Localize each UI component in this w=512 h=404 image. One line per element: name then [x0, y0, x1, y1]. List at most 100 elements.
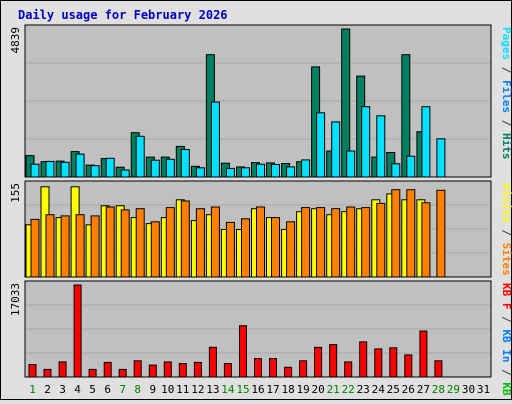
bar-kb-f-day-16 — [254, 358, 262, 378]
bar-files-day-12 — [195, 167, 205, 178]
bar-hits-day-26 — [401, 54, 411, 178]
x-tick-day-7: 7 — [119, 383, 126, 396]
bar-files-day-19 — [301, 159, 311, 178]
x-tick-day-2: 2 — [44, 383, 51, 396]
bar-sites-day-11 — [180, 200, 190, 278]
bar-files-day-1 — [30, 163, 40, 178]
x-tick-day-6: 6 — [104, 383, 111, 396]
bar-sites-day-17 — [271, 217, 280, 278]
bar-sites-day-26 — [406, 189, 416, 278]
bar-kb-f-day-27 — [419, 330, 428, 378]
bar-kb-f-day-2 — [43, 368, 52, 378]
bar-sites-day-10 — [165, 207, 175, 278]
bar-files-day-23 — [361, 106, 371, 178]
bar-kb-f-day-28 — [434, 360, 443, 378]
bar-sites-day-4 — [75, 214, 85, 278]
bar-kb-f-day-18 — [284, 366, 293, 378]
panel-kb-in-out: 17033 KB F / KB In / KB Out — [9, 280, 512, 404]
bar-kb-f-day-19 — [299, 360, 308, 378]
x-tick-day-16: 16 — [251, 383, 264, 396]
x-tick-day-18: 18 — [281, 383, 294, 396]
bar-kb-f-day-7 — [118, 368, 127, 378]
bar-kb-f-day-22 — [344, 361, 353, 378]
bar-sites-day-12 — [195, 208, 205, 278]
panel-legend: Visits / Sites — [500, 183, 512, 276]
bar-files-day-2 — [45, 160, 55, 178]
bar-kb-f-day-9 — [148, 364, 157, 378]
legend-part: / — [500, 60, 512, 80]
x-tick-day-20: 20 — [311, 383, 324, 396]
bar-sites-day-22 — [346, 206, 356, 278]
x-tick-day-21: 21 — [327, 383, 340, 396]
bar-files-day-26 — [406, 155, 416, 178]
x-tick-day-3: 3 — [59, 383, 66, 396]
x-tick-day-17: 17 — [266, 383, 279, 396]
bar-files-day-14 — [225, 167, 235, 178]
bar-hits-day-22 — [341, 28, 351, 178]
bar-kb-f-day-20 — [314, 346, 323, 378]
bar-sites-day-7 — [120, 209, 130, 278]
bar-kb-f-day-11 — [178, 363, 187, 378]
bar-files-day-27 — [421, 106, 431, 178]
bar-kb-f-day-1 — [28, 364, 37, 378]
legend-part: Pages — [500, 27, 512, 60]
x-tick-day-5: 5 — [89, 383, 96, 396]
legend-part: Sites — [500, 243, 512, 276]
bar-files-day-3 — [60, 161, 70, 178]
bar-sites-day-15 — [241, 218, 250, 278]
legend-part: / — [500, 363, 512, 383]
bar-kb-f-day-25 — [389, 347, 398, 378]
y-max-label: 4839 — [9, 27, 22, 54]
x-tick-day-24: 24 — [372, 383, 386, 396]
bar-sites-day-21 — [331, 208, 341, 278]
x-tick-day-9: 9 — [149, 383, 156, 396]
bar-kb-f-day-8 — [133, 360, 142, 378]
bar-files-day-25 — [391, 163, 401, 178]
x-tick-day-27: 27 — [417, 383, 430, 396]
y-max-label: 17033 — [9, 283, 22, 316]
panel-legend: Pages / Files / Hits — [500, 27, 512, 160]
bar-kb-f-day-24 — [374, 348, 383, 378]
bar-kb-f-day-15 — [239, 325, 247, 378]
legend-part: KB F — [500, 283, 512, 310]
bar-kb-f-day-13 — [208, 346, 217, 378]
y-max-label: 155 — [9, 183, 22, 203]
legend-part: Visits — [500, 183, 512, 223]
chart-title: Daily usage for February 2026 — [18, 8, 228, 22]
x-tick-day-10: 10 — [161, 383, 174, 396]
bar-sites-day-5 — [90, 215, 100, 278]
bar-files-day-8 — [135, 135, 145, 178]
bar-files-day-10 — [165, 158, 175, 178]
bar-kb-f-day-12 — [193, 361, 202, 378]
x-tick-day-1: 1 — [29, 383, 36, 396]
x-tick-day-11: 11 — [176, 383, 189, 396]
bar-files-day-15 — [241, 167, 250, 178]
x-tick-day-28: 28 — [432, 383, 445, 396]
x-tick-day-23: 23 — [357, 383, 370, 396]
panel-visits-sites: 155 Visits / Sites — [9, 180, 512, 278]
bar-files-day-20 — [316, 112, 326, 178]
bar-kb-f-day-14 — [223, 363, 232, 378]
x-tick-day-19: 19 — [296, 383, 309, 396]
bar-files-day-22 — [346, 150, 356, 178]
x-tick-day-29: 29 — [447, 383, 460, 396]
panel-legend: KB F / KB In / KB Out — [500, 283, 512, 400]
legend-part: / — [500, 113, 512, 133]
x-tick-day-15: 15 — [236, 383, 249, 396]
x-tick-day-13: 13 — [206, 383, 219, 396]
bar-files-day-28 — [436, 138, 446, 178]
bar-sites-day-25 — [391, 189, 401, 278]
x-tick-day-30: 30 — [462, 383, 475, 396]
bar-files-day-21 — [331, 121, 341, 178]
bar-sites-day-16 — [256, 206, 265, 278]
bar-kb-f-day-17 — [269, 358, 277, 378]
x-tick-day-8: 8 — [134, 383, 141, 396]
legend-part: KB In — [500, 329, 512, 362]
panel-pages-files-hits: 4839 Pages / Files / Hits — [9, 24, 512, 178]
bar-kb-f-day-21 — [329, 344, 338, 378]
legend-part: KB Out — [500, 382, 512, 400]
x-tick-day-4: 4 — [74, 383, 81, 396]
bar-files-day-5 — [90, 165, 100, 178]
bar-sites-day-9 — [150, 221, 160, 278]
